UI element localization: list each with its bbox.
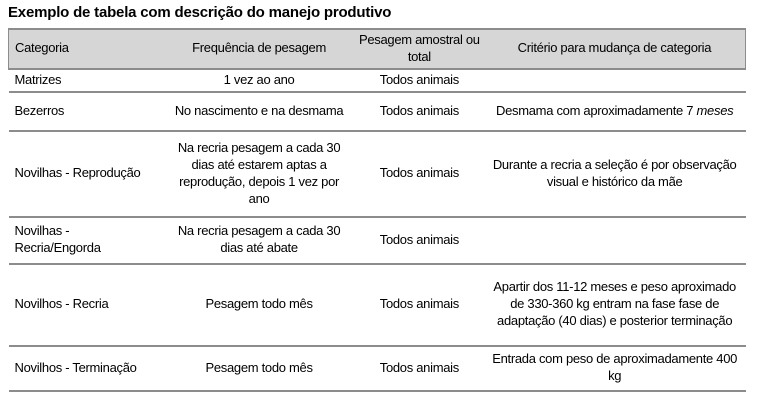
cell-pesagem: Todos animais (354, 91, 484, 132)
table-row-novilhos-recria: Novilhos - Recria Pesagem todo mês Todos… (8, 263, 746, 347)
table-row-bezerros: Bezerros No nascimento e na desmama Todo… (8, 91, 746, 132)
table-row-novilhas-recria-engorda: Novilhas - Recria/Engorda Na recria pesa… (8, 216, 746, 265)
cell-pesagem: Todos animais (354, 130, 484, 218)
column-header-frequencia: Frequência de pesagem (163, 28, 355, 70)
cell-frequencia: Na recria pesagem a cada 30 dias até aba… (163, 216, 355, 265)
cell-categoria: Novilhos - Recria (8, 263, 164, 347)
document-page: Exemplo de tabela com descrição do manej… (8, 4, 746, 392)
cell-categoria: Novilhas - Recria/Engorda (8, 216, 164, 265)
cell-frequencia: Pesagem todo mês (163, 263, 355, 347)
cell-pesagem: Todos animais (354, 68, 484, 93)
cell-pesagem: Todos animais (354, 263, 484, 347)
cell-frequencia: Na recria pesagem a cada 30 dias até est… (163, 130, 355, 218)
criterio-text: Desmama com aproximadamente 7 (496, 102, 694, 118)
page-title: Exemplo de tabela com descrição do manej… (8, 4, 392, 21)
table-header-row: Categoria Frequência de pesagem Pesagem … (8, 28, 746, 70)
manejo-produtivo-table: Categoria Frequência de pesagem Pesagem … (8, 28, 746, 392)
cell-categoria: Matrizes (8, 68, 164, 93)
cell-categoria: Novilhos - Terminação (8, 345, 164, 392)
cell-categoria: Bezerros (8, 91, 164, 132)
column-header-criterio: Critério para mudança de categoria (483, 28, 746, 70)
table-row-matrizes: Matrizes 1 vez ao ano Todos animais (8, 68, 746, 93)
cell-criterio: Apartir dos 11-12 meses e peso aproximad… (483, 263, 746, 347)
cell-criterio: Durante a recria a seleção é por observa… (483, 130, 746, 218)
cell-criterio: Desmama com aproximadamente 7 meses (483, 91, 746, 132)
cell-frequencia: Pesagem todo mês (163, 345, 355, 392)
cell-criterio (483, 68, 746, 93)
cell-pesagem: Todos animais (354, 345, 484, 392)
criterio-italic-text: meses (696, 102, 734, 118)
column-header-pesagem: Pesagem amostral ou total (354, 28, 484, 70)
cell-criterio (483, 216, 746, 265)
cell-frequencia: 1 vez ao ano (163, 68, 355, 93)
cell-criterio: Entrada com peso de aproximadamente 400 … (483, 345, 746, 392)
cell-pesagem: Todos animais (354, 216, 484, 265)
cell-frequencia: No nascimento e na desmama (163, 91, 355, 132)
column-header-categoria: Categoria (8, 28, 164, 70)
table-row-novilhas-reproducao: Novilhas - Reprodução Na recria pesagem … (8, 130, 746, 218)
cell-categoria: Novilhas - Reprodução (8, 130, 164, 218)
table-row-novilhos-terminacao: Novilhos - Terminação Pesagem todo mês T… (8, 345, 746, 392)
